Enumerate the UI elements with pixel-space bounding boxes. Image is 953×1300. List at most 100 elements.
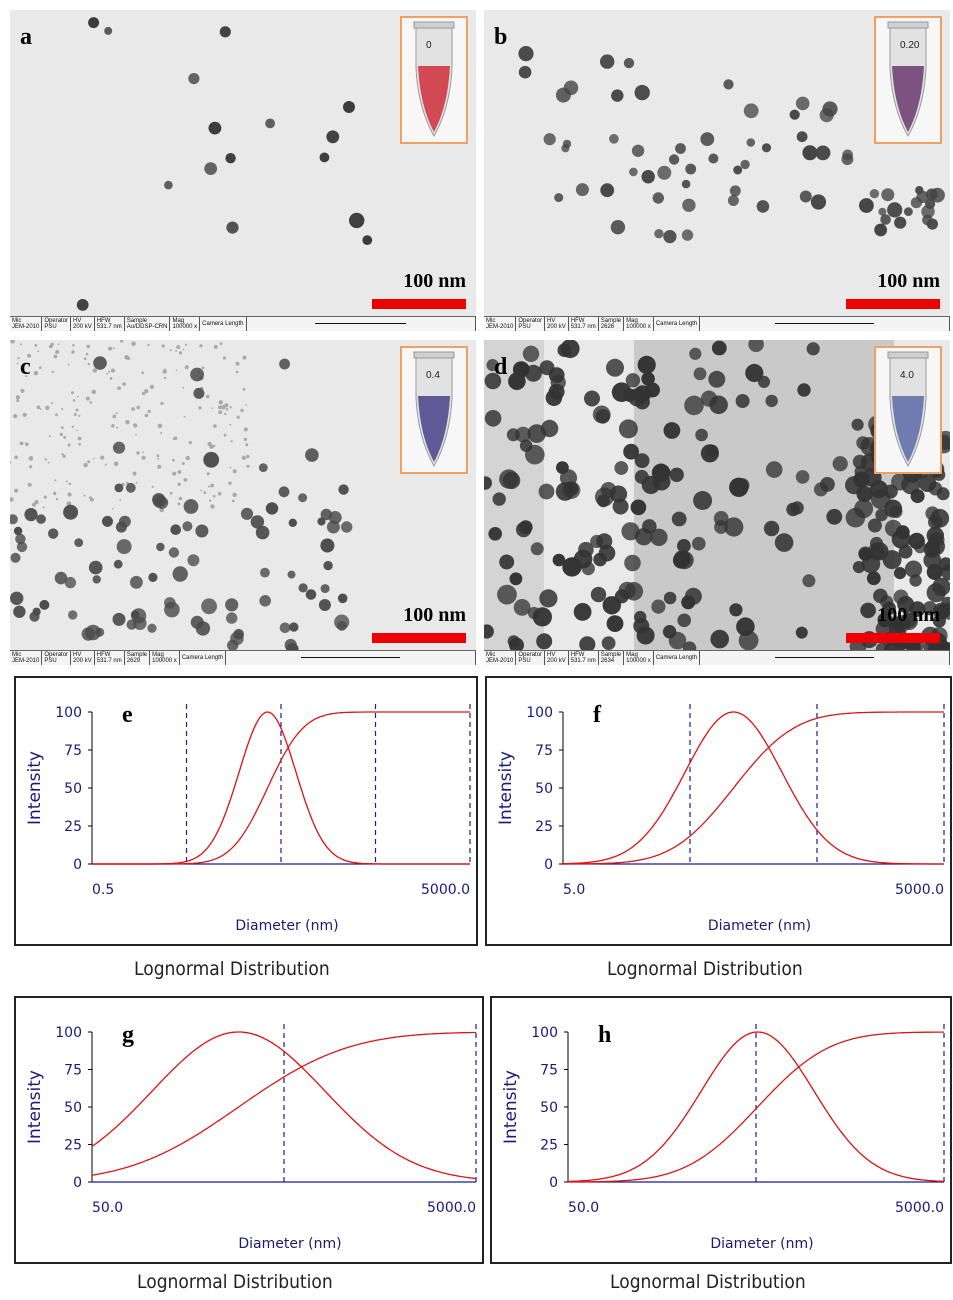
status-cell-camera: Camera Length	[654, 317, 701, 331]
status-scale	[700, 651, 950, 665]
y-tick-label: 50	[64, 1100, 82, 1116]
status-cell-camera: Camera Length	[200, 317, 247, 331]
status-value: JEM-2010	[12, 324, 40, 330]
status-label: Sample	[126, 318, 148, 324]
status-label: HV	[73, 652, 82, 658]
status-cell-hv: HV 200 kV	[545, 651, 569, 665]
x-tick-label: 5.0	[563, 882, 585, 898]
status-label: Mag	[626, 652, 638, 658]
x-tick-label: 5000.0	[421, 882, 470, 898]
status-value: 2634	[600, 658, 615, 664]
y-tick-label: 75	[64, 1063, 82, 1079]
tem-micrograph	[10, 10, 476, 317]
panel-letter: h	[598, 1022, 611, 1048]
status-value: 531.7 nm	[96, 324, 122, 330]
status-label: HV	[547, 652, 556, 658]
y-tick-label: 50	[64, 781, 82, 797]
panel-letter: d	[494, 354, 508, 380]
status-label: Camera Length	[655, 655, 698, 661]
tem-image-b: b 0.20 100 nm Mic JEM-2010 Operator PSU HV 20…	[484, 10, 950, 331]
chart-caption-h: Lognormal Distribution	[610, 1271, 806, 1293]
x-axis-label: Diameter (nm)	[708, 918, 811, 934]
status-label: Camera Length	[202, 321, 244, 327]
distribution-curve	[92, 711, 470, 865]
status-label: HV	[547, 318, 556, 324]
tem-image-a: a 0 100 nm Mic JEM-2010 Operator PSU HV 200 k…	[10, 10, 476, 331]
status-label: Camera Length	[181, 655, 224, 661]
status-label: Operator	[518, 652, 543, 658]
status-cell-sample: Sample Au/DDSP-CRN	[125, 317, 171, 331]
chart-caption-g: Lognormal Distribution	[137, 1271, 333, 1293]
status-value: 531.7 nm	[570, 658, 596, 664]
tube-photo: 0.4	[400, 346, 468, 474]
particle-layer	[518, 46, 945, 244]
particle-layer	[10, 340, 353, 656]
y-tick-label: 0	[73, 857, 82, 873]
status-cell-mic: Mic JEM-2010	[484, 651, 517, 665]
status-label: Mag	[626, 318, 638, 324]
status-value: JEM-2010	[486, 658, 514, 664]
status-label: Operator	[44, 652, 69, 658]
status-label: Sample	[126, 652, 148, 658]
chart-caption-e: Lognormal Distribution	[134, 958, 330, 980]
status-cell-sample: Sample 2634	[599, 651, 625, 665]
particle-layer	[76, 17, 373, 311]
status-value: PSU	[518, 324, 531, 330]
status-cell-mic: Mic JEM-2010	[10, 317, 43, 331]
dls-chart-e: e 0 25 50 75 100 Intensity 0.5 5000.0 Diameter (n…	[14, 676, 478, 946]
cumulative-curve	[91, 1031, 477, 1176]
scale-bar	[846, 633, 940, 643]
chart-caption-f: Lognormal Distribution	[607, 958, 803, 980]
dls-svg: h 0 25 50 75 100 Intensity 50.0 5000.0 Diameter (…	[501, 1022, 945, 1252]
status-cell-operator: Operator PSU	[42, 651, 72, 665]
tem-image-c: c 0.4 100 nm Mic JEM-2010 Operator PSU HV 200…	[10, 340, 476, 665]
scale-bar	[372, 299, 466, 309]
status-value: 200 kV	[73, 658, 92, 664]
y-tick-label: 25	[540, 1138, 558, 1154]
status-bar: Mic JEM-2010 Operator PSU HV 200 kV HFW 531.7 n…	[10, 650, 476, 665]
tube-photo: 0	[400, 16, 468, 144]
y-tick-label: 25	[64, 1138, 82, 1154]
tube-label: 0.20	[900, 40, 920, 51]
y-tick-label: 75	[540, 1063, 558, 1079]
x-tick-label: 5000.0	[895, 1200, 944, 1216]
status-value: 200 kV	[73, 324, 92, 330]
dls-svg: f 0 25 50 75 100 Intensity 5.0 5000.0 Diameter (n…	[496, 702, 945, 934]
status-label: Operator	[518, 318, 543, 324]
tube-label: 0.4	[426, 370, 440, 381]
distribution-curve	[567, 1031, 945, 1183]
x-tick-label: 0.5	[92, 882, 114, 898]
tube-label: 0	[426, 40, 432, 51]
x-axis-label: Diameter (nm)	[235, 918, 338, 934]
dls-chart-f: f 0 25 50 75 100 Intensity 5.0 5000.0 Diameter (n…	[485, 676, 952, 946]
status-cell-camera: Camera Length	[180, 651, 227, 665]
status-value: JEM-2010	[12, 658, 40, 664]
y-tick-label: 100	[526, 705, 553, 721]
tem-micrograph	[10, 340, 476, 656]
panel-letter: c	[20, 354, 31, 380]
status-cell-operator: Operator PSU	[42, 317, 72, 331]
tube-label: 4.0	[900, 370, 914, 381]
status-cell-hv: HV 200 kV	[71, 317, 95, 331]
status-cell-operator: Operator PSU	[516, 317, 546, 331]
status-value: PSU	[44, 324, 57, 330]
status-value: PSU	[44, 658, 57, 664]
scale-bar	[372, 633, 466, 643]
cumulative-curve	[563, 711, 944, 865]
dls-chart-g: g 0 25 50 75 100 Intensity 50.0 5000.0 Diameter (…	[14, 996, 484, 1264]
status-label: HV	[73, 318, 82, 324]
y-tick-label: 25	[535, 819, 553, 835]
status-value: 531.7 nm	[96, 658, 122, 664]
status-label: HFW	[96, 652, 111, 658]
status-label: Mic	[486, 652, 496, 658]
panel-letter: g	[122, 1022, 134, 1048]
status-value: 100000 x	[172, 324, 198, 330]
status-cell-hfw: HFW 531.7 nm	[95, 317, 125, 331]
scale-bar-label: 100 nm	[403, 270, 466, 292]
distribution-curve	[563, 711, 944, 865]
status-label: Camera Length	[655, 321, 698, 327]
status-cell-mag: Mag 100000 x	[624, 651, 654, 665]
scale-bar	[846, 299, 940, 309]
y-tick-label: 0	[549, 1175, 558, 1191]
tem-image-d: d 4.0 100 nm Mic JEM-2010 Operator PSU HV 200…	[484, 340, 950, 665]
